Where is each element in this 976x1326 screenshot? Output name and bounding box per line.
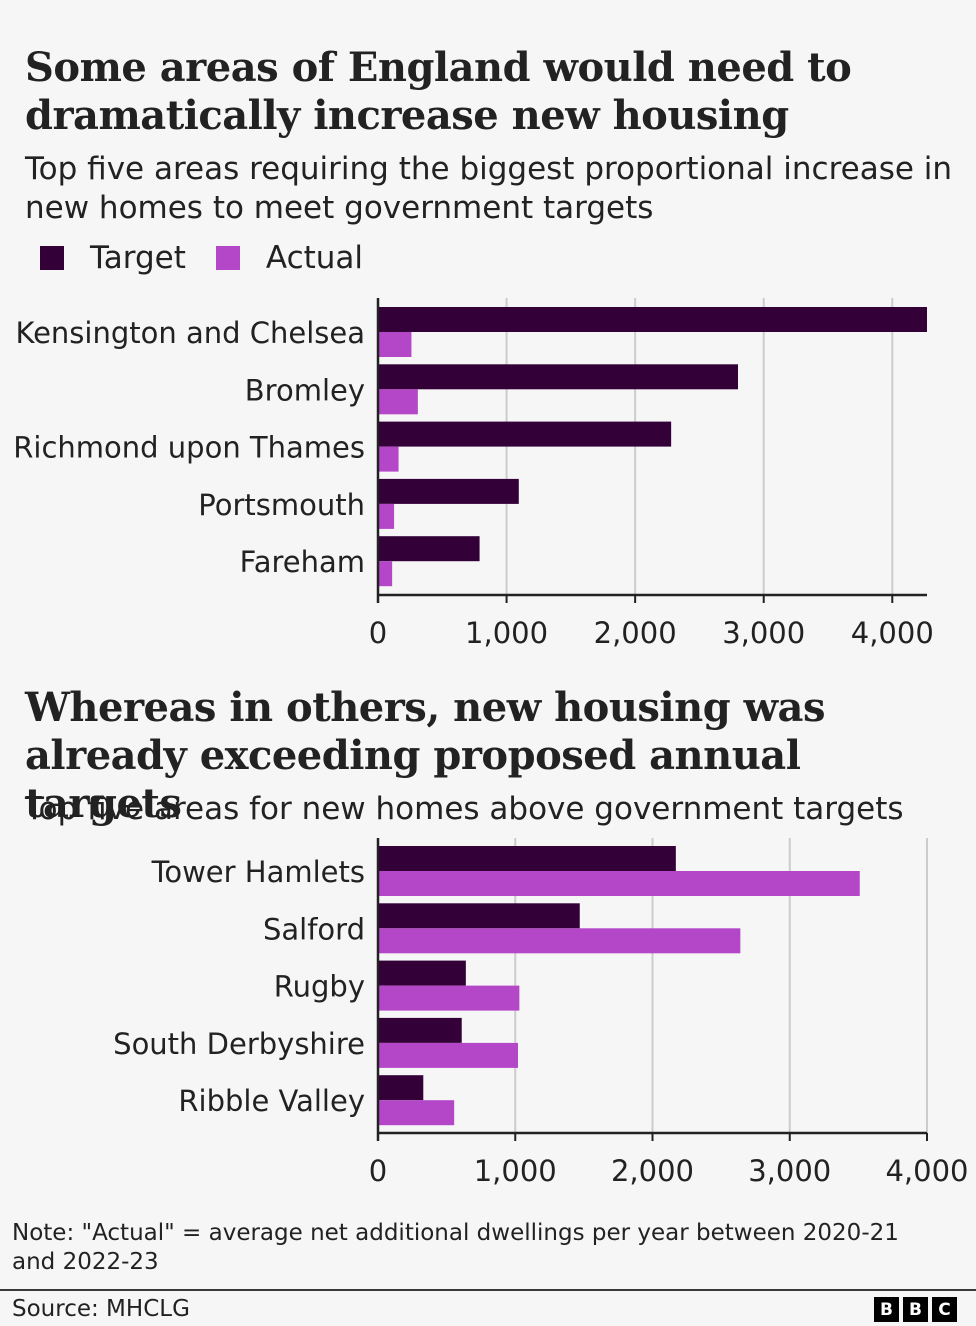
bar-target — [378, 536, 480, 562]
legend-swatch-target — [40, 246, 64, 270]
x-tick-label: 4,000 — [851, 616, 934, 650]
x-tick-label: 3,000 — [748, 1154, 831, 1188]
bar-target — [378, 960, 466, 986]
chart1-title: Some areas of England would need to dram… — [25, 44, 852, 139]
category-label: Bromley — [245, 373, 365, 407]
x-tick-label: 0 — [369, 616, 387, 650]
legend-item-actual: Actual — [215, 240, 364, 276]
chart2-bar-chart: Tower Hamlets Salford Rugby South Derbyshir… — [113, 838, 969, 1188]
x-tick-label: 0 — [369, 1154, 387, 1188]
bar-actual — [378, 503, 395, 529]
x-tick-label: 4,000 — [885, 1154, 968, 1188]
x-tick-label: 3,000 — [722, 616, 805, 650]
legend-item-target: Target — [40, 240, 186, 276]
category-label: Tower Hamlets — [151, 855, 365, 889]
bar-actual — [378, 928, 741, 954]
bar-target — [378, 846, 676, 871]
x-tick-label: 1,000 — [465, 616, 548, 650]
chart2-subtitle: Top five areas for new homes above gover… — [25, 791, 904, 827]
bar-actual — [378, 389, 418, 415]
bar-target — [378, 307, 927, 332]
bar-actual — [378, 871, 860, 896]
bbc-logo: B B C — [874, 1297, 957, 1322]
bar-target — [378, 421, 672, 447]
bar-actual — [378, 561, 393, 587]
bar-target — [378, 1075, 424, 1101]
category-label: Kensington and Chelsea — [16, 316, 366, 350]
category-label: Richmond upon Thames — [13, 431, 365, 465]
category-label: Fareham — [240, 545, 365, 579]
category-label: South Derbyshire — [113, 1027, 365, 1061]
bar-actual — [378, 332, 412, 357]
category-label: Rugby — [274, 970, 365, 1004]
category-label: Salford — [263, 912, 365, 946]
x-tick-label: 2,000 — [594, 616, 677, 650]
bar-actual — [378, 985, 520, 1011]
x-tick-label: 2,000 — [611, 1154, 694, 1188]
legend-swatch-actual — [215, 246, 240, 270]
category-label: Portsmouth — [198, 488, 365, 522]
legend: Target Actual — [40, 240, 393, 276]
bar-target — [378, 364, 738, 390]
footer-note: Note: "Actual" = average net additional … — [12, 1220, 899, 1275]
legend-label-actual: Actual — [265, 240, 364, 276]
bbc-logo-letter: B — [903, 1297, 928, 1322]
category-label: Ribble Valley — [178, 1084, 365, 1118]
chart2-title: Whereas in others, new housing was alrea… — [25, 684, 825, 827]
bar-target — [378, 903, 580, 929]
bbc-logo-letter: C — [932, 1297, 957, 1322]
x-tick-label: 1,000 — [474, 1154, 557, 1188]
footer-divider — [0, 1289, 976, 1291]
chart1-subtitle: Top five areas requiring the biggest pro… — [25, 151, 953, 226]
source-text: Source: MHCLG — [12, 1296, 190, 1322]
bar-actual — [378, 1042, 518, 1068]
bbc-logo-letter: B — [874, 1297, 899, 1322]
bar-actual — [378, 446, 399, 472]
bar-target — [378, 478, 519, 504]
legend-label-target: Target — [90, 240, 186, 276]
bar-target — [378, 1017, 462, 1043]
chart1-bar-chart: Kensington and Chelsea Bromley Richmond up… — [13, 298, 934, 650]
bar-actual — [378, 1100, 455, 1126]
